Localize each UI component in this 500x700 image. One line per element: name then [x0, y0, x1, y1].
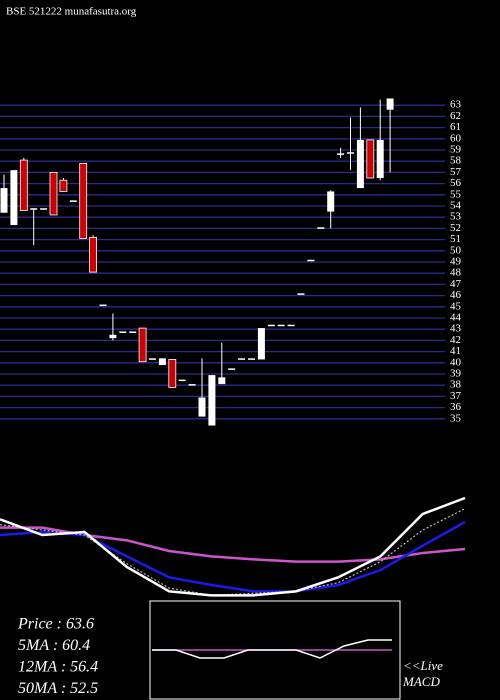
y-tick-label: 53 [450, 211, 462, 223]
stat-label: Price : 63.6 [17, 616, 94, 633]
candle-body [138, 327, 147, 363]
y-tick-label: 44 [450, 312, 462, 324]
y-tick-label: 61 [450, 121, 461, 133]
candle-body [208, 375, 216, 426]
candle-body [277, 324, 285, 327]
candle-body [59, 179, 68, 192]
y-tick-label: 35 [450, 412, 462, 424]
y-tick-label: 63 [450, 99, 462, 111]
candle-body [69, 200, 77, 202]
ma-line [0, 508, 466, 596]
candle-body [19, 159, 28, 211]
y-tick-label: 48 [450, 267, 462, 279]
stat-label: 50MA : 52.5 [18, 680, 98, 697]
y-tick-label: 49 [450, 256, 462, 268]
y-tick-label: 47 [450, 278, 462, 290]
candle-body [129, 331, 137, 333]
candle-body [386, 98, 394, 110]
candle-body [10, 170, 18, 226]
candle-body [347, 152, 354, 154]
candle-body [49, 171, 58, 216]
candle-body [267, 324, 275, 327]
y-tick-label: 39 [450, 368, 462, 380]
y-tick-label: 62 [450, 110, 461, 122]
candle-body [307, 259, 315, 262]
candle-body [89, 236, 97, 273]
y-tick-label: 43 [450, 323, 462, 335]
ma-line [0, 496, 466, 597]
candle-body [188, 384, 196, 386]
y-tick-label: 45 [450, 300, 462, 312]
y-tick-label: 41 [450, 345, 461, 357]
y-tick-label: 46 [450, 289, 462, 301]
candle-body [178, 379, 186, 382]
y-tick-label: 52 [450, 222, 461, 234]
candle-body [337, 153, 345, 155]
y-tick-label: 60 [450, 132, 462, 144]
stat-label: 12MA : 56.4 [18, 659, 98, 676]
candle-body [356, 139, 364, 189]
macd-label: <<Live [403, 658, 443, 673]
y-tick-label: 40 [450, 356, 462, 368]
y-tick-label: 57 [450, 166, 462, 178]
candle-body [109, 334, 117, 339]
candle-body [257, 328, 265, 360]
stat-label: 5MA : 60.4 [18, 637, 90, 654]
candle-body [327, 191, 335, 212]
candle-body [228, 368, 236, 370]
y-tick-label: 59 [450, 144, 462, 156]
candle-body [158, 358, 166, 366]
candle-body [376, 139, 384, 178]
y-tick-label: 55 [450, 188, 462, 200]
macd-line [152, 639, 392, 659]
candle-body [40, 208, 48, 210]
candle-body [119, 331, 127, 333]
macd-label: MACD [402, 674, 440, 689]
candle-body [317, 227, 325, 229]
y-tick-label: 50 [450, 244, 462, 256]
candle-body [238, 358, 246, 360]
y-tick-label: 36 [450, 401, 462, 413]
ma-line [0, 520, 466, 593]
chart-title: BSE 521222 munafasutra.org [6, 6, 137, 18]
y-tick-label: 37 [450, 390, 462, 402]
candle-body [198, 397, 206, 417]
candle-body [218, 377, 226, 385]
y-tick-label: 42 [450, 334, 461, 346]
candle-body [287, 324, 295, 327]
y-tick-label: 58 [450, 155, 462, 167]
macd-frame [149, 600, 401, 700]
candle-body [168, 359, 177, 388]
candle-body [79, 163, 88, 239]
y-tick-label: 56 [450, 177, 462, 189]
candle-body [0, 188, 8, 213]
y-tick-label: 38 [450, 379, 462, 391]
candle-body [30, 208, 38, 210]
y-tick-label: 54 [450, 200, 462, 212]
y-tick-label: 51 [450, 233, 461, 245]
candle-body [248, 358, 255, 360]
candle-body [149, 358, 156, 360]
candle-body [99, 304, 107, 307]
candle-body [366, 139, 375, 179]
candle-body [297, 293, 305, 295]
